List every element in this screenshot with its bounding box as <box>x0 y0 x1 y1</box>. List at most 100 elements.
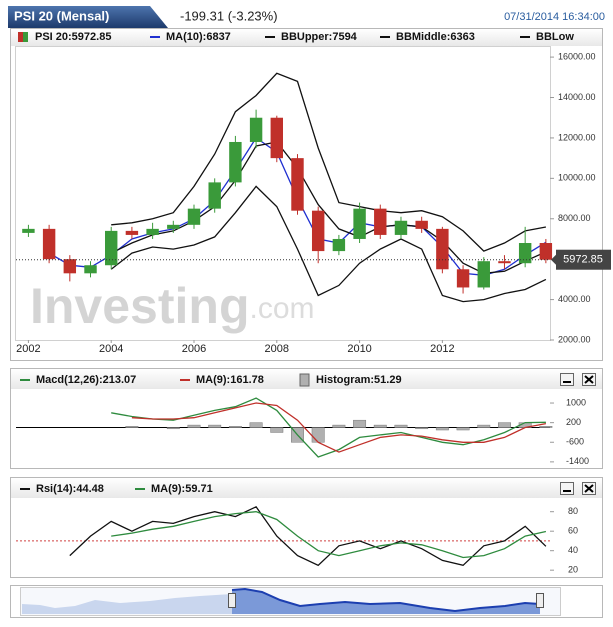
x-tick-label: 2002 <box>16 343 40 355</box>
legend-label: BBLow <box>536 31 574 43</box>
x-tick-label: 2010 <box>347 343 371 355</box>
histogram-bar <box>228 426 242 428</box>
histogram-bar <box>353 419 367 428</box>
histogram-bar <box>415 427 429 430</box>
candle-body <box>374 208 387 235</box>
y-tick-label: 10000.00 <box>558 173 596 183</box>
legend-bar <box>11 29 602 46</box>
y-tick-label: 8000.00 <box>558 213 591 223</box>
candle-body <box>167 224 180 229</box>
last-price-pointer <box>551 254 556 265</box>
candle-body <box>498 261 511 264</box>
close-button[interactable] <box>582 373 596 386</box>
candle-body <box>146 228 159 235</box>
minimize-button[interactable] <box>560 482 574 495</box>
range-handle[interactable] <box>228 593 236 608</box>
candle-body <box>291 158 304 211</box>
y-tick-label: 16000.00 <box>558 51 596 61</box>
y-tick-label: 200 <box>566 417 581 427</box>
timestamp: 07/31/2014 16:34:00 <box>504 11 605 23</box>
legend-bar <box>11 478 602 498</box>
title-tab <box>8 6 168 28</box>
histogram-bar <box>456 427 470 431</box>
series-line <box>110 185 547 303</box>
series-line <box>111 511 547 559</box>
series-line <box>110 141 547 274</box>
candle-body <box>353 208 366 239</box>
histogram-bar <box>208 424 222 428</box>
histogram-bar <box>498 422 511 428</box>
legend-label: Rsi(14):44.48 <box>36 483 104 495</box>
histogram-bar <box>125 426 139 428</box>
histogram-bar <box>311 427 325 443</box>
series-line <box>69 505 547 567</box>
candle-body <box>332 238 346 252</box>
candle-body <box>249 117 263 142</box>
y-tick-label: 1000 <box>566 397 586 407</box>
candle-body <box>415 220 428 229</box>
legend-label: MA(9):161.78 <box>196 374 264 386</box>
last-price-badge <box>556 249 611 270</box>
candle-body <box>229 141 242 183</box>
navigator[interactable] <box>10 585 603 618</box>
y-tick-label: 2000.00 <box>558 334 591 344</box>
y-tick-label: 40 <box>568 545 578 555</box>
legend-label: Macd(12,26):213.07 <box>36 374 136 386</box>
close-button[interactable] <box>582 482 596 495</box>
price-change: -199.31 (-3.23%) <box>180 8 278 23</box>
y-tick-label: 20 <box>568 565 578 575</box>
watermark: Investing.com <box>30 278 315 334</box>
y-tick-label: 12000.00 <box>558 132 596 142</box>
legend-label: Histogram:51.29 <box>316 374 402 386</box>
histogram-bar <box>249 422 263 428</box>
y-tick-label: 80 <box>568 506 578 516</box>
x-tick-label: 2004 <box>99 343 123 355</box>
candle-body <box>187 208 201 225</box>
candle-body <box>22 228 35 233</box>
y-tick-label: -600 <box>566 437 584 447</box>
legend-icon <box>18 32 23 42</box>
y-tick-label: 4000.00 <box>558 294 591 304</box>
chart-title: PSI 20 (Mensal) <box>14 8 109 23</box>
candle-body <box>477 261 490 288</box>
legend-label: BBMiddle:6363 <box>396 31 475 43</box>
histogram-bar <box>332 424 346 428</box>
range-handle[interactable] <box>536 593 544 608</box>
candle-body <box>42 228 56 260</box>
candle-body <box>208 182 221 209</box>
candle-body <box>105 230 118 266</box>
legend-label: MA(9):59.71 <box>151 483 213 495</box>
histogram-bar <box>166 427 180 430</box>
watermark-suffix: .com <box>249 292 314 325</box>
y-tick-label: 14000.00 <box>558 92 596 102</box>
legend-label: BBUpper:7594 <box>281 31 358 43</box>
minimize-button[interactable] <box>560 373 574 386</box>
histogram-bar <box>435 427 449 431</box>
legend-swatch <box>299 373 310 387</box>
y-tick-label: 60 <box>568 526 578 536</box>
plot-frame <box>15 46 551 341</box>
x-tick-label: 2008 <box>265 343 289 355</box>
histogram-bar <box>373 424 387 428</box>
candle-body <box>311 210 325 252</box>
candle-body <box>63 259 77 274</box>
candle-body <box>539 243 553 260</box>
candle-body <box>84 265 97 274</box>
legend-label: MA(10):6837 <box>166 31 231 43</box>
watermark-brand: Investing <box>30 278 249 334</box>
series-line <box>131 402 547 453</box>
histogram-bar <box>394 424 408 428</box>
y-tick-label: -1400 <box>566 456 589 466</box>
candle-body <box>125 230 139 235</box>
main-panel <box>10 28 603 361</box>
last-price-label: 5972.85 <box>563 254 603 266</box>
x-tick-label: 2006 <box>182 343 206 355</box>
chart-layer: 2000.004000.006000.008000.0010000.001200… <box>16 31 611 575</box>
legend-icon <box>23 32 28 42</box>
candle-body <box>270 117 283 159</box>
candle-body <box>456 269 470 288</box>
x-tick-label: 2012 <box>430 343 454 355</box>
histogram-bar <box>539 426 553 428</box>
legend-label: PSI 20:5972.85 <box>35 31 111 43</box>
